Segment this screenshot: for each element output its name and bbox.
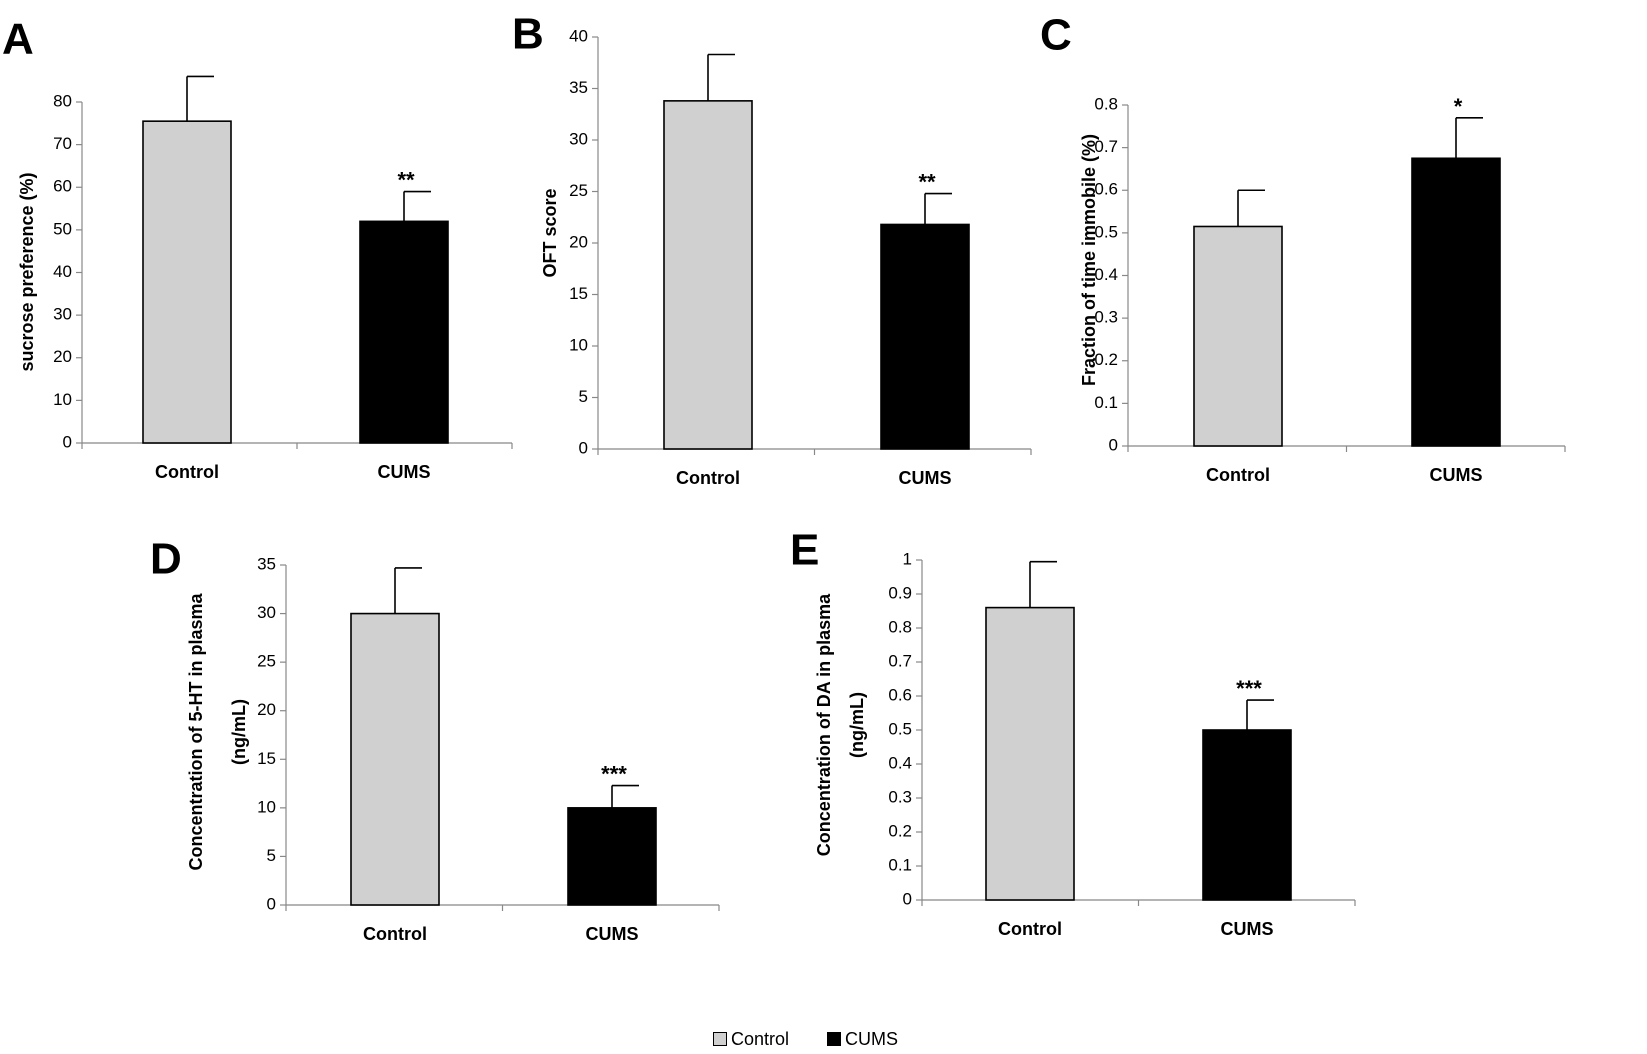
significance-label-e: *** bbox=[1236, 676, 1262, 701]
y-tick-label-b: 0 bbox=[579, 438, 588, 457]
y-tick-label-d: 20 bbox=[257, 700, 276, 719]
x-tick-label-e-control: Control bbox=[998, 919, 1062, 939]
significance-label-c: * bbox=[1454, 94, 1463, 119]
panel-letter-e: E bbox=[790, 526, 819, 575]
x-tick-label-e-cums: CUMS bbox=[1221, 919, 1274, 939]
y-tick-label-a: 50 bbox=[53, 219, 72, 238]
bar-b-control bbox=[663, 100, 753, 450]
y-tick-label-c: 0.6 bbox=[1094, 180, 1118, 199]
y-tick-label-e: 0.8 bbox=[888, 617, 912, 636]
y-tick-label-e: 0.1 bbox=[888, 855, 912, 874]
bar-d-control bbox=[350, 612, 440, 906]
y-tick-label-c: 0.7 bbox=[1094, 137, 1118, 156]
y-tick-label-b: 25 bbox=[569, 181, 588, 200]
bar-c-cums bbox=[1411, 157, 1501, 447]
y-tick-label-c: 0.8 bbox=[1094, 94, 1118, 113]
x-tick-label-d-control: Control bbox=[363, 924, 427, 944]
y-tick-label-e: 0.2 bbox=[888, 821, 912, 840]
panel-letter-d: D bbox=[150, 535, 182, 584]
y-tick-label-d: 5 bbox=[267, 846, 276, 865]
legend-label-cums: CUMS bbox=[845, 1028, 899, 1049]
bar-c-control bbox=[1193, 225, 1283, 447]
y-tick-label-d: 10 bbox=[257, 797, 276, 816]
y-axis-label-e: Concentration of DA in plasma bbox=[814, 593, 834, 856]
legend-item-control: Control bbox=[713, 1029, 789, 1050]
y-axis-label-d: Concentration of 5-HT in plasma bbox=[186, 593, 206, 871]
y-tick-label-b: 10 bbox=[569, 335, 588, 354]
y-tick-label-a: 0 bbox=[63, 432, 72, 451]
significance-label-b: ** bbox=[918, 170, 936, 195]
y-tick-label-c: 0 bbox=[1109, 435, 1118, 454]
y-axis-label-c: Fraction of time immobile (%) bbox=[1079, 134, 1099, 386]
y-tick-label-e: 0.5 bbox=[888, 719, 912, 738]
y-tick-label-d: 25 bbox=[257, 652, 276, 671]
y-tick-label-a: 40 bbox=[53, 262, 72, 281]
y-axis-label-e: (ng/mL) bbox=[847, 692, 867, 758]
bar-d-cums bbox=[567, 807, 657, 906]
y-tick-label-b: 30 bbox=[569, 129, 588, 148]
y-tick-label-a: 70 bbox=[53, 134, 72, 153]
panel-letter-a: A bbox=[2, 15, 34, 64]
y-tick-label-e: 0.4 bbox=[888, 753, 912, 772]
y-tick-label-b: 20 bbox=[569, 232, 588, 251]
y-tick-label-d: 30 bbox=[257, 603, 276, 622]
y-tick-label-e: 0.3 bbox=[888, 787, 912, 806]
y-tick-label-a: 60 bbox=[53, 177, 72, 196]
legend-label-control: Control bbox=[731, 1028, 790, 1049]
panel-d: D 0 5 10 15 20 25 30 35 Concentration of 5-HT in … bbox=[150, 535, 720, 944]
x-tick-label-c-control: Control bbox=[1206, 465, 1270, 485]
y-axis-label-d: (ng/mL) bbox=[229, 699, 249, 765]
y-tick-label-a: 80 bbox=[53, 91, 72, 110]
y-tick-label-c: 0.1 bbox=[1094, 393, 1118, 412]
y-tick-label-e: 0.7 bbox=[888, 651, 912, 670]
panel-letter-b: B bbox=[512, 10, 544, 59]
y-tick-label-c: 0.5 bbox=[1094, 222, 1118, 241]
x-tick-label-d-cums: CUMS bbox=[586, 924, 639, 944]
y-tick-label-c: 0.4 bbox=[1094, 265, 1118, 284]
panel-e: E 0 0.1 0.2 0.3 0.4 0.5 0.6 0.7 0.8 0.9 1 Concentrat… bbox=[790, 526, 1356, 939]
bar-b-cums bbox=[880, 223, 970, 450]
panel-a: A 0 10 20 30 40 50 60 70 80 sucrose preference (%)… bbox=[2, 15, 513, 482]
y-tick-label-b: 40 bbox=[569, 26, 588, 45]
y-tick-label-d: 35 bbox=[257, 554, 276, 573]
significance-label-a: ** bbox=[397, 168, 415, 193]
legend: Control CUMS bbox=[713, 1027, 898, 1051]
legend-swatch-control bbox=[713, 1032, 727, 1046]
legend-item-cums: CUMS bbox=[827, 1029, 898, 1050]
x-tick-label-c-cums: CUMS bbox=[1430, 465, 1483, 485]
panel-c: C 0 0.1 0.2 0.3 0.4 0.5 0.6 0.7 0.8 Fraction of ti… bbox=[1040, 11, 1566, 485]
y-tick-label-e: 0 bbox=[903, 889, 912, 908]
y-axis-label-b: OFT score bbox=[540, 188, 560, 277]
y-axis-label-a: sucrose preference (%) bbox=[17, 172, 37, 371]
x-tick-label-a-control: Control bbox=[155, 462, 219, 482]
x-tick-label-b-cums: CUMS bbox=[899, 468, 952, 488]
y-tick-label-b: 5 bbox=[579, 387, 588, 406]
y-tick-label-c: 0.2 bbox=[1094, 350, 1118, 369]
panel-b: B 0 5 10 15 20 25 30 35 40 OFT score Control CUMS ** bbox=[512, 10, 1032, 488]
y-tick-label-b: 15 bbox=[569, 284, 588, 303]
bar-e-cums bbox=[1202, 729, 1292, 901]
x-tick-label-b-control: Control bbox=[676, 468, 740, 488]
y-tick-label-c: 0.3 bbox=[1094, 308, 1118, 327]
y-tick-label-d: 15 bbox=[257, 749, 276, 768]
y-tick-label-a: 30 bbox=[53, 305, 72, 324]
y-tick-label-d: 0 bbox=[267, 894, 276, 913]
y-tick-label-a: 10 bbox=[53, 390, 72, 409]
significance-label-d: *** bbox=[601, 762, 627, 787]
legend-swatch-cums bbox=[827, 1032, 842, 1046]
y-tick-label-b: 35 bbox=[569, 78, 588, 97]
y-tick-label-e: 1 bbox=[903, 549, 912, 568]
bar-a-cums bbox=[359, 220, 449, 444]
y-tick-label-e: 0.9 bbox=[888, 583, 912, 602]
bar-e-control bbox=[985, 606, 1075, 901]
x-tick-label-a-cums: CUMS bbox=[378, 462, 431, 482]
y-tick-label-e: 0.6 bbox=[888, 685, 912, 704]
panel-letter-c: C bbox=[1040, 11, 1072, 60]
bar-a-control bbox=[142, 120, 232, 444]
y-tick-label-a: 20 bbox=[53, 347, 72, 366]
